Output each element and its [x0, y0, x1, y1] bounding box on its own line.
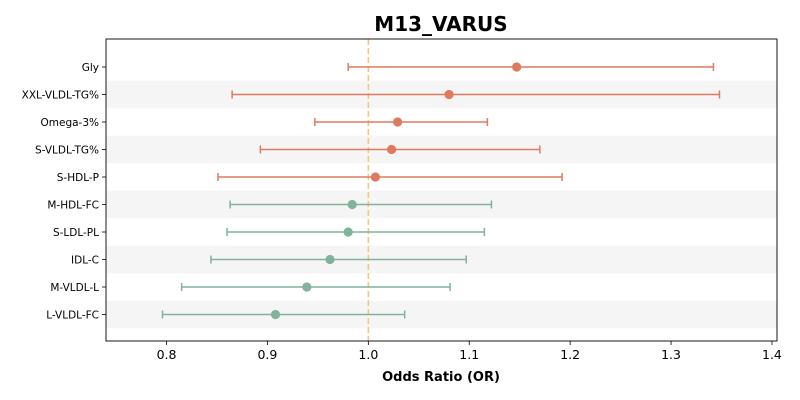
category-label: S-HDL-P — [57, 172, 99, 184]
x-tick-label: 1.2 — [560, 347, 580, 362]
category-label: M-HDL-FC — [47, 200, 99, 212]
x-tick-label: 1.1 — [459, 347, 479, 362]
odds-ratio-point — [343, 227, 353, 237]
category-label: IDL-C — [71, 255, 99, 267]
chart-title: M13_VARUS — [374, 12, 507, 36]
x-tick-label: 0.8 — [157, 347, 177, 362]
category-label: S-LDL-PL — [53, 227, 99, 239]
x-tick-label: 1.4 — [762, 347, 782, 362]
odds-ratio-point — [512, 62, 522, 72]
odds-ratio-point — [370, 172, 381, 182]
confidence-intervals — [161, 63, 721, 319]
category-label: Omega-3% — [41, 117, 100, 129]
x-axis-ticks: 0.8 0.9 1.0 1.1 1.2 1.3 1.4 — [157, 341, 782, 362]
x-tick-label: 0.9 — [257, 347, 277, 362]
odds-ratio-point — [325, 254, 335, 265]
odds-ratio-point — [386, 144, 397, 155]
x-tick-label: 1.0 — [358, 347, 378, 362]
odds-ratio-point — [444, 89, 454, 100]
odds-ratio-point — [393, 117, 403, 127]
x-axis-label: Odds Ratio (OR) — [382, 370, 500, 385]
category-label: L-VLDL-FC — [46, 310, 99, 322]
category-label: S-VLDL-TG% — [35, 145, 99, 157]
category-label: Gly — [82, 62, 99, 74]
odds-ratio-point — [270, 309, 281, 320]
odds-ratio-point — [302, 282, 312, 292]
plot-frame — [105, 38, 778, 342]
odds-ratio-point — [347, 199, 357, 210]
x-tick-label: 1.3 — [661, 347, 681, 362]
category-labels: Gly XXL-VLDL-TG% Omega-3% S-VLDL-TG% S-HDL-P… — [22, 62, 106, 322]
category-label: XXL-VLDL-TG% — [22, 90, 99, 102]
odds-ratio-points — [270, 62, 522, 320]
category-label: M-VLDL-L — [50, 282, 99, 294]
